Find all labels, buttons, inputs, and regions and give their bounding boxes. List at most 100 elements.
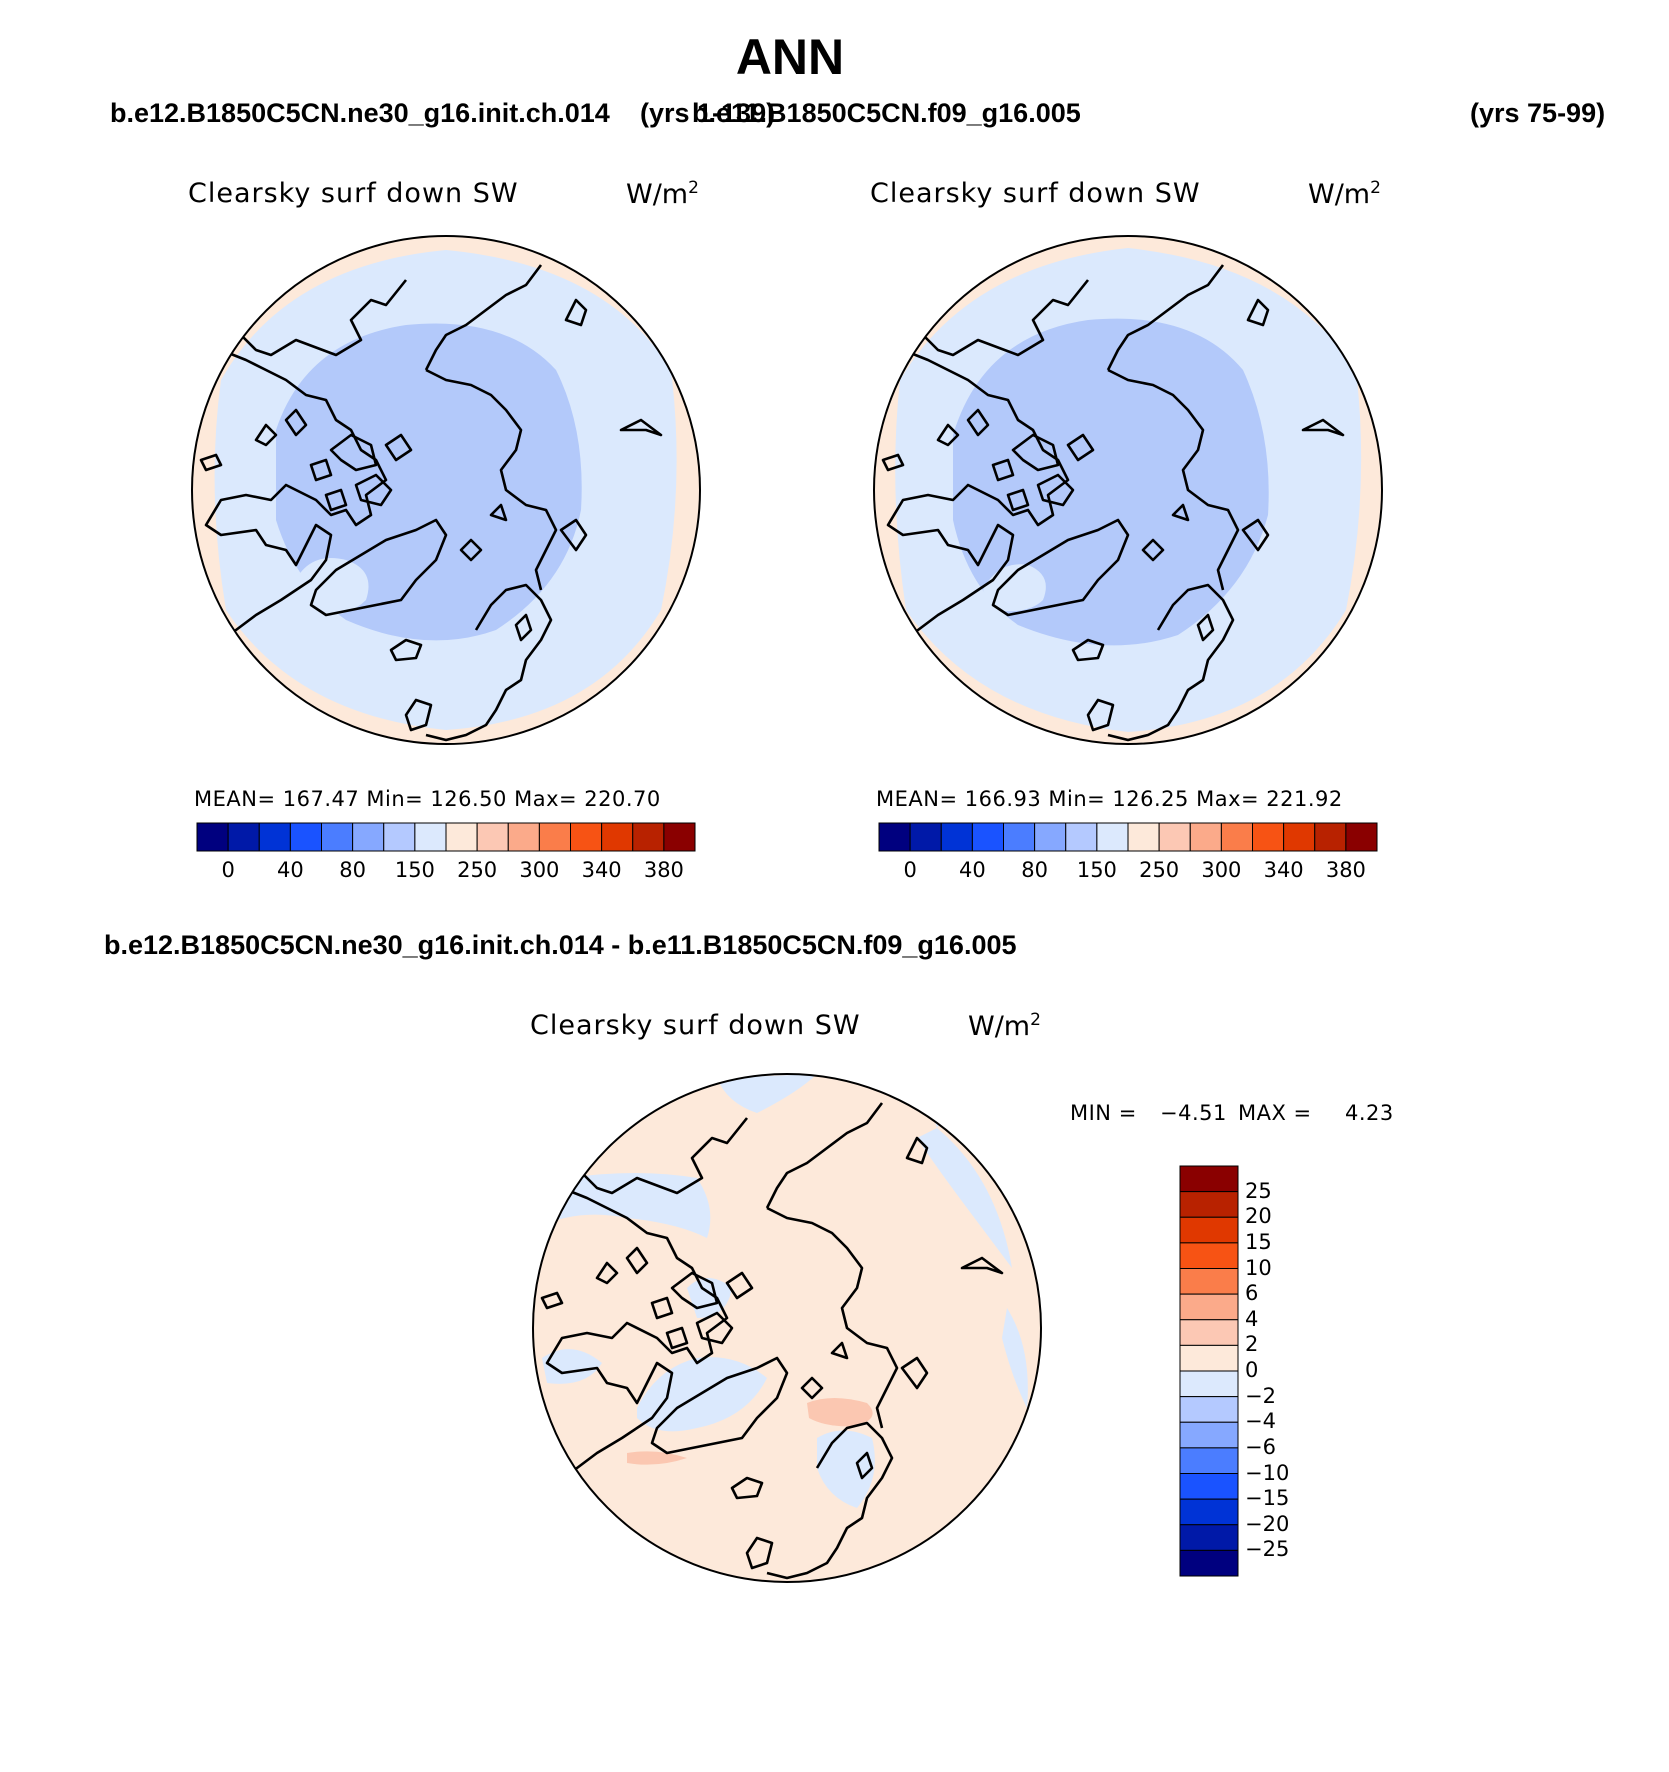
panel2-colorbar-box — [1158, 822, 1191, 852]
panel2-colorbar — [878, 822, 1378, 852]
diff-colorbar-label: −2 — [1245, 1383, 1276, 1408]
diff-colorbar-box — [1179, 1319, 1239, 1346]
panel1-colorbar-box — [414, 822, 447, 852]
diff-colorbar-box — [1179, 1447, 1239, 1475]
diff-blue-top — [717, 1074, 817, 1113]
diff-colorbar-box — [1179, 1421, 1239, 1449]
panel2-central — [953, 318, 1269, 646]
diff-variable: Clearsky surf down SW — [530, 1010, 861, 1041]
diff-colorbar-box — [1179, 1268, 1239, 1295]
panel1-colorbar-box — [476, 822, 509, 852]
panel2-colorbar-box — [1283, 822, 1316, 852]
panel1-greenland-fill — [291, 558, 369, 616]
panel1-colorbar-box — [196, 822, 229, 852]
panel2-colorbar-box — [1252, 822, 1285, 852]
panel1-colorbar-label: 300 — [519, 858, 560, 882]
diff-colorbar-label: −25 — [1245, 1537, 1290, 1562]
panel1-colorbar-box — [352, 822, 385, 852]
panel2-colorbar-label: 80 — [1021, 858, 1048, 882]
case1-years: (yrs 1-139) — [640, 98, 776, 128]
diff-colorbar-label: 6 — [1245, 1281, 1259, 1306]
diff-colorbar-label: 25 — [1245, 1178, 1272, 1203]
diff-colorbar-box — [1179, 1344, 1239, 1372]
panel1-colorbar-label: 40 — [277, 858, 304, 882]
panel1-colorbar-box — [227, 822, 260, 852]
panel2-colorbar-box — [940, 822, 973, 852]
diff-border — [532, 1073, 1042, 1583]
diff-warm-greenland — [627, 1451, 687, 1465]
diff-colorbar — [1179, 1165, 1239, 1577]
diff-colorbar-label: 10 — [1245, 1255, 1272, 1280]
panel2-colorbar-box — [878, 822, 911, 852]
diff-colorbar-label: 0 — [1245, 1358, 1259, 1382]
diff-colorbar-box — [1179, 1242, 1239, 1270]
diff-blue-scandinavia — [817, 1430, 875, 1508]
panel2-colorbar-box — [1003, 822, 1036, 852]
diff-warm-patch — [807, 1398, 873, 1427]
panel1-stats: MEAN= 167.47 Min= 126.50 Max= 220.70 — [194, 787, 661, 811]
diff-colorbar-box — [1179, 1191, 1239, 1218]
panel1-colorbar-box — [507, 822, 540, 852]
panel2-colorbar-label: 0 — [903, 858, 917, 882]
panel2-colorbar-labels: 0 40 80 150 250 300 340 380 — [879, 858, 1377, 888]
panel2-colorbar-box — [1096, 822, 1129, 852]
panel1-colorbar-label: 340 — [581, 858, 622, 882]
panel1-units: W/m2 — [626, 178, 699, 210]
diff-colorbar-box — [1179, 1396, 1239, 1423]
diff-max-label: MAX = — [1238, 1101, 1312, 1125]
panel2-colorbar-box — [1345, 822, 1378, 852]
panel1-colorbar-box — [601, 822, 634, 852]
diff-colorbar-box — [1179, 1549, 1239, 1577]
panel2-colorbar-box — [909, 822, 942, 852]
diff-units: W/m2 — [968, 1010, 1041, 1042]
panel2-colorbar-box — [1127, 822, 1160, 852]
panel1-colorbar-label: 250 — [457, 858, 498, 882]
diff-title: b.e12.B1850C5CN.ne30_g16.init.ch.014 - b… — [104, 930, 1017, 960]
diff-colorbar-box — [1179, 1370, 1239, 1398]
panel2-colorbar-label: 380 — [1325, 858, 1366, 882]
diff-colorbar-box — [1179, 1216, 1239, 1244]
panel2-colorbar-label: 300 — [1201, 858, 1242, 882]
panel1-colorbar-label: 380 — [643, 858, 684, 882]
diff-colorbar-label: −4 — [1245, 1409, 1276, 1434]
panel1-colorbar-box — [321, 822, 354, 852]
diff-colorbar-label: 15 — [1245, 1229, 1272, 1254]
diff-colorbar-box — [1179, 1165, 1239, 1193]
panel2-colorbar-box — [1189, 822, 1222, 852]
diff-colorbar-box — [1179, 1473, 1239, 1500]
diff-colorbar-label: 20 — [1245, 1204, 1272, 1229]
diff-colorbar-box — [1179, 1498, 1239, 1526]
panel1-colorbar-box — [445, 822, 478, 852]
diff-colorbar-labels: 25 20 15 10 6 4 2 0 −2 −4 −6 −10 −15 −20 −25 — [1245, 1166, 1325, 1576]
diff-colorbar-label: −20 — [1245, 1511, 1290, 1536]
main-title: ANN — [735, 29, 845, 85]
diff-blue-east — [1002, 1308, 1028, 1408]
panel2-colorbar-box — [1065, 822, 1098, 852]
diff-colorbar-label: −6 — [1245, 1434, 1276, 1459]
panel1-colorbar-label: 80 — [339, 858, 366, 882]
panel2-colorbar-box — [971, 822, 1005, 852]
diff-blue-canada — [542, 1349, 602, 1384]
panel2-colorbar-box — [1314, 822, 1347, 852]
case2-title: b.e11.B1850C5CN.f09_g16.005 — [692, 98, 1081, 128]
diff-blue-ne — [917, 1128, 1012, 1268]
diff-min-value: −4.51 — [1160, 1101, 1227, 1125]
diff-colorbar-box — [1179, 1293, 1239, 1321]
panel2-map — [873, 235, 1383, 745]
diff-colorbar-label: 4 — [1245, 1306, 1259, 1331]
panel1-colorbar-label: 150 — [394, 858, 435, 882]
panel2-colorbar-label: 40 — [959, 858, 986, 882]
panel1-colorbar-box — [289, 822, 323, 852]
diff-colorbar-label: 2 — [1245, 1332, 1259, 1357]
panel1-colorbar-labels: 0 40 80 150 250 300 340 380 — [197, 858, 695, 888]
panel1-variable: Clearsky surf down SW — [188, 178, 519, 209]
panel2-colorbar-label: 250 — [1139, 858, 1180, 882]
diff-min-label: MIN = — [1070, 1101, 1137, 1125]
panel1-colorbar-box — [632, 822, 665, 852]
panel1-colorbar-box — [258, 822, 291, 852]
panel2-stats: MEAN= 166.93 Min= 126.25 Max= 221.92 — [876, 787, 1343, 811]
panel1-border — [191, 235, 701, 745]
case2-years: (yrs 75-99) — [1470, 98, 1606, 128]
panel2-colorbar-label: 150 — [1076, 858, 1117, 882]
diff-colorbar-label: −15 — [1245, 1486, 1290, 1511]
